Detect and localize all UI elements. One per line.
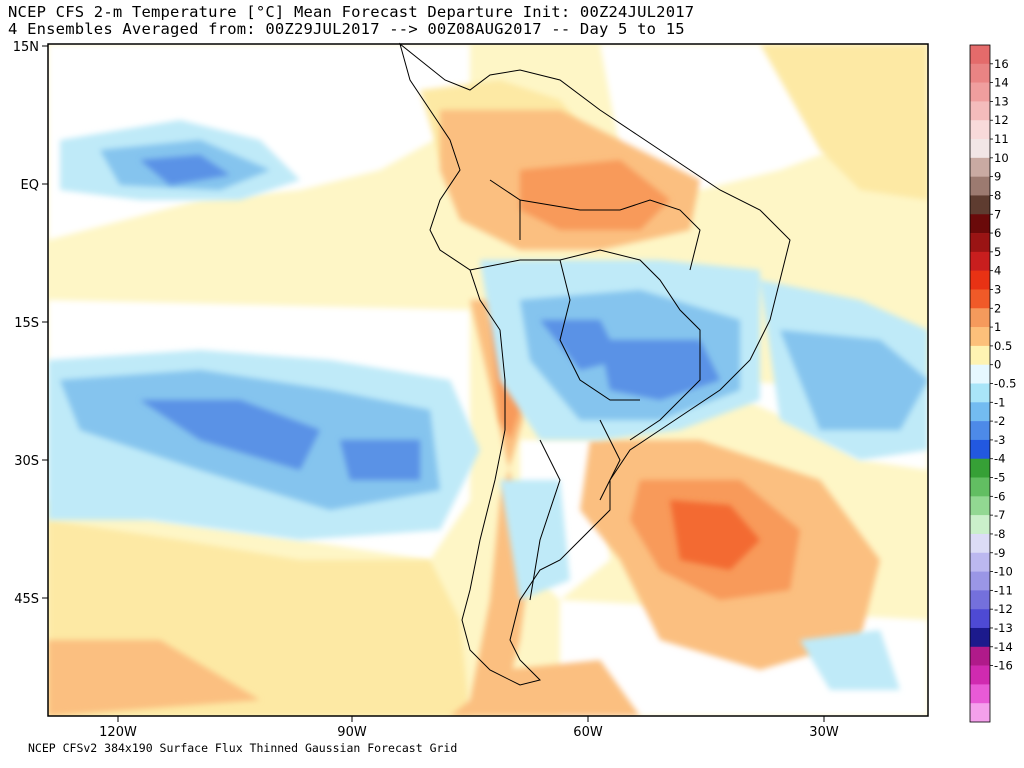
colorbar-swatch	[970, 82, 990, 102]
colorbar-label: -0.5	[994, 377, 1016, 391]
longitude-axis: 120W 90W 60W 30W	[99, 716, 839, 740]
colorbar-label: 0	[994, 358, 1001, 372]
colorbar-swatch	[970, 533, 990, 554]
colorbar-label: 3	[994, 282, 1001, 296]
colorbar-label: -3	[994, 433, 1005, 447]
colorbar-swatch	[970, 590, 990, 610]
colorbar-swatch	[970, 233, 990, 253]
colorbar-label: -5	[994, 471, 1005, 485]
map-title-line2: 4 Ensembles Averaged from: 00Z29JUL2017 …	[8, 20, 685, 38]
colorbar-label: 5	[994, 245, 1001, 259]
colorbar-label: -8	[994, 527, 1005, 541]
colorbar-label: 14	[994, 76, 1009, 90]
lat-label-30s: 30S	[14, 454, 39, 469]
lon-label-120w: 120W	[99, 725, 137, 740]
colorbar-swatch	[970, 703, 990, 723]
colorbar-swatch	[970, 308, 990, 328]
colorbar-label: 1	[994, 320, 1001, 334]
colorbar-label: -1	[994, 395, 1005, 409]
colorbar-label: 9	[994, 170, 1001, 184]
colorbar-swatch	[970, 421, 990, 441]
colorbar-swatch	[970, 120, 990, 140]
colorbar-swatch	[970, 684, 990, 704]
lat-label-15n: 15N	[13, 40, 39, 55]
colorbar-label: -6	[994, 489, 1005, 503]
colorbar-swatch	[970, 609, 990, 629]
colorbar-swatch	[970, 214, 990, 234]
colorbar-swatch	[970, 439, 990, 460]
colorbar-label: 11	[994, 132, 1009, 146]
lat-label-15s: 15S	[14, 316, 39, 331]
lat-label-45s: 45S	[14, 592, 39, 607]
colorbar-label: -11	[994, 583, 1013, 597]
colorbar-label: 0.5	[994, 339, 1012, 353]
colorbar-swatch	[970, 101, 990, 121]
colorbar-swatch	[970, 327, 990, 347]
colorbar: 16 14 13 12 11 10 9 8 7 6 5 4 3 2 1 0.5 0 -0.5 -1 -2 -3 -4 -5 -…	[969, 44, 1016, 723]
colorbar-label: 7	[994, 207, 1001, 221]
temperature-anomaly-field	[48, 44, 928, 716]
colorbar-swatch	[970, 289, 990, 309]
colorbar-label: 12	[994, 113, 1009, 127]
colorbar-label: -10	[994, 565, 1013, 579]
colorbar-swatch	[970, 402, 990, 422]
colorbar-swatch	[970, 195, 990, 215]
colorbar-swatch	[970, 627, 990, 648]
colorbar-swatch	[970, 157, 990, 177]
colorbar-swatch	[970, 646, 990, 666]
grid-footer-note: NCEP CFSv2 384x190 Surface Flux Thinned …	[28, 741, 458, 755]
colorbar-label: 10	[994, 151, 1009, 165]
map-title-line1: NCEP CFS 2-m Temperature [°C] Mean Forec…	[8, 3, 695, 21]
colorbar-swatch	[970, 139, 990, 159]
colorbar-swatch	[970, 270, 990, 290]
colorbar-swatch	[970, 571, 990, 591]
colorbar-swatch	[970, 383, 990, 403]
colorbar-swatch	[970, 45, 990, 65]
colorbar-swatch	[970, 552, 990, 572]
colorbar-label: -7	[994, 508, 1005, 522]
colorbar-label: -16	[994, 659, 1013, 673]
colorbar-label: 2	[994, 301, 1001, 315]
colorbar-swatch	[970, 458, 990, 478]
lon-label-60w: 60W	[573, 725, 603, 740]
colorbar-label: 6	[994, 226, 1001, 240]
colorbar-swatch	[970, 251, 990, 271]
colorbar-label: -14	[994, 640, 1013, 654]
colorbar-label: -4	[994, 452, 1005, 466]
colorbar-label: 8	[994, 188, 1001, 202]
colorbar-swatch	[970, 345, 990, 365]
colorbar-swatch	[970, 477, 990, 497]
colorbar-label: -12	[994, 602, 1013, 616]
colorbar-label: 16	[994, 57, 1009, 71]
lat-label-eq: EQ	[21, 178, 39, 193]
latitude-axis: 15N EQ 15S 30S 45S	[13, 40, 48, 607]
colorbar-swatch	[970, 176, 990, 196]
coastlines	[399, 42, 791, 686]
colorbar-label: -9	[994, 546, 1005, 560]
colorbar-swatch	[970, 515, 990, 535]
colorbar-swatch	[970, 63, 990, 83]
colorbar-label: -2	[994, 414, 1005, 428]
colorbar-label: 4	[994, 264, 1001, 278]
colorbar-swatch	[970, 665, 990, 685]
plot-frame	[47, 43, 929, 717]
lon-label-30w: 30W	[809, 725, 839, 740]
colorbar-swatch	[970, 364, 990, 384]
colorbar-label: -13	[994, 621, 1013, 635]
lon-label-90w: 90W	[337, 725, 367, 740]
colorbar-label: 13	[994, 94, 1009, 108]
colorbar-swatch	[970, 496, 990, 516]
